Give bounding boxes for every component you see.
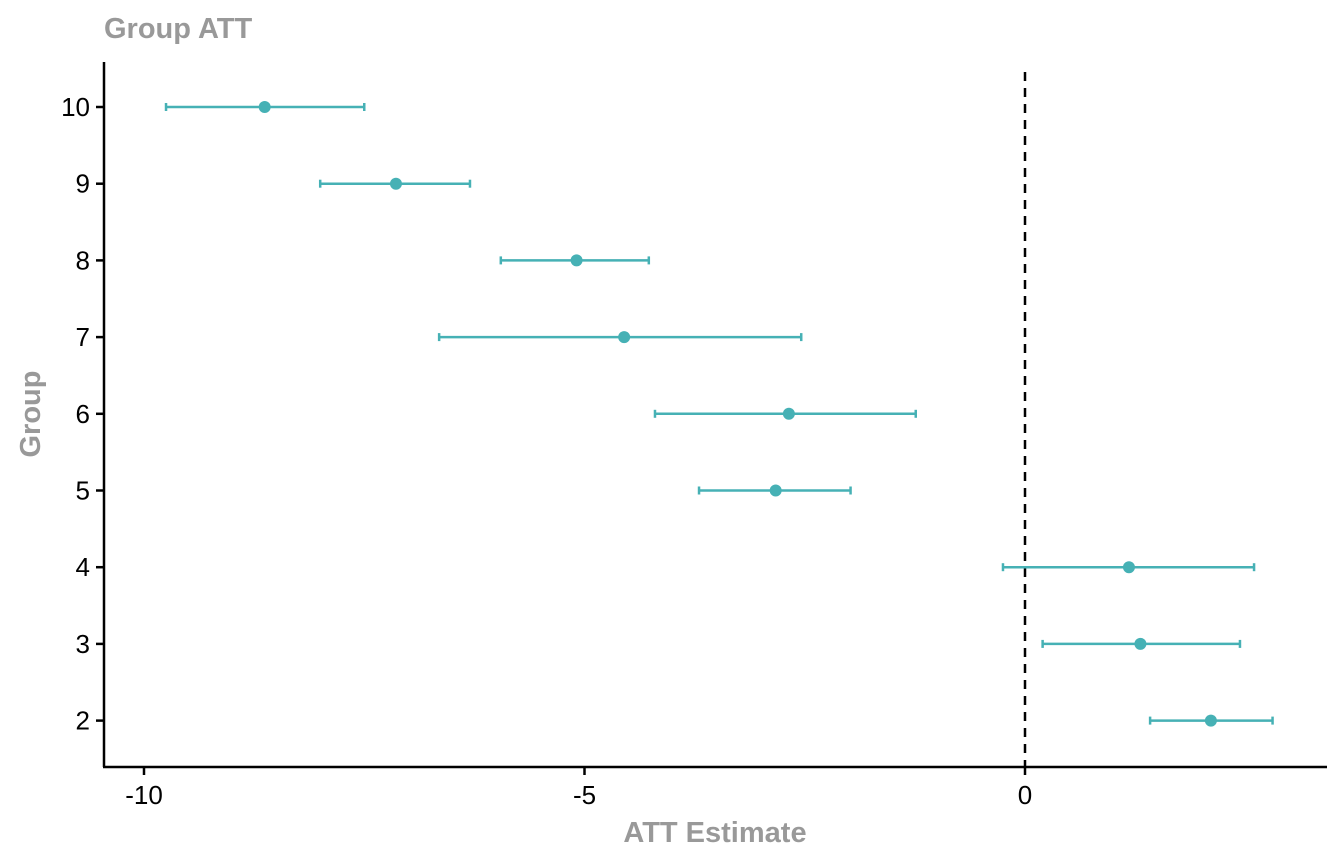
estimate-point xyxy=(258,101,271,113)
y-tick-label: 3 xyxy=(76,629,90,659)
y-tick-label: 8 xyxy=(76,245,90,275)
y-axis-title: Group xyxy=(15,371,47,458)
y-tick-label: 2 xyxy=(76,706,90,736)
y-tick-label: 6 xyxy=(76,399,90,429)
chart-title: Group ATT xyxy=(104,13,252,45)
estimate-point xyxy=(618,331,631,344)
x-tick-label: 0 xyxy=(1018,780,1032,810)
error-bar-group-2 xyxy=(1148,714,1274,727)
estimate-point xyxy=(1134,637,1147,650)
error-bar-group-6 xyxy=(653,407,918,420)
error-bar-group-4 xyxy=(1001,561,1256,574)
estimate-point xyxy=(389,177,402,190)
y-tick-label: 5 xyxy=(76,476,90,506)
estimate-point xyxy=(782,407,795,420)
error-bar-group-8 xyxy=(499,254,651,267)
error-bar-group-9 xyxy=(318,177,472,190)
error-bar-group-5 xyxy=(697,484,852,497)
x-tick-label: -10 xyxy=(125,780,163,810)
error-bars xyxy=(164,101,1274,727)
estimate-point xyxy=(1204,714,1217,727)
x-axis-title: ATT Estimate xyxy=(623,817,806,849)
y-tick-label: 9 xyxy=(76,169,90,199)
error-bar-group-7 xyxy=(437,331,803,344)
estimate-point xyxy=(769,484,782,497)
y-axis-ticks: 10 9 8 7 6 5 4 3 2 xyxy=(61,92,104,736)
estimate-point xyxy=(570,254,583,267)
x-axis-ticks: -10 -5 0 xyxy=(125,767,1032,810)
y-tick-label: 10 xyxy=(61,92,90,122)
x-tick-label: -5 xyxy=(573,780,596,810)
error-bar-group-10 xyxy=(164,101,366,113)
estimate-point xyxy=(1122,561,1135,574)
error-bar-group-3 xyxy=(1041,637,1242,650)
y-tick-label: 7 xyxy=(76,322,90,352)
y-tick-label: 4 xyxy=(76,552,90,582)
